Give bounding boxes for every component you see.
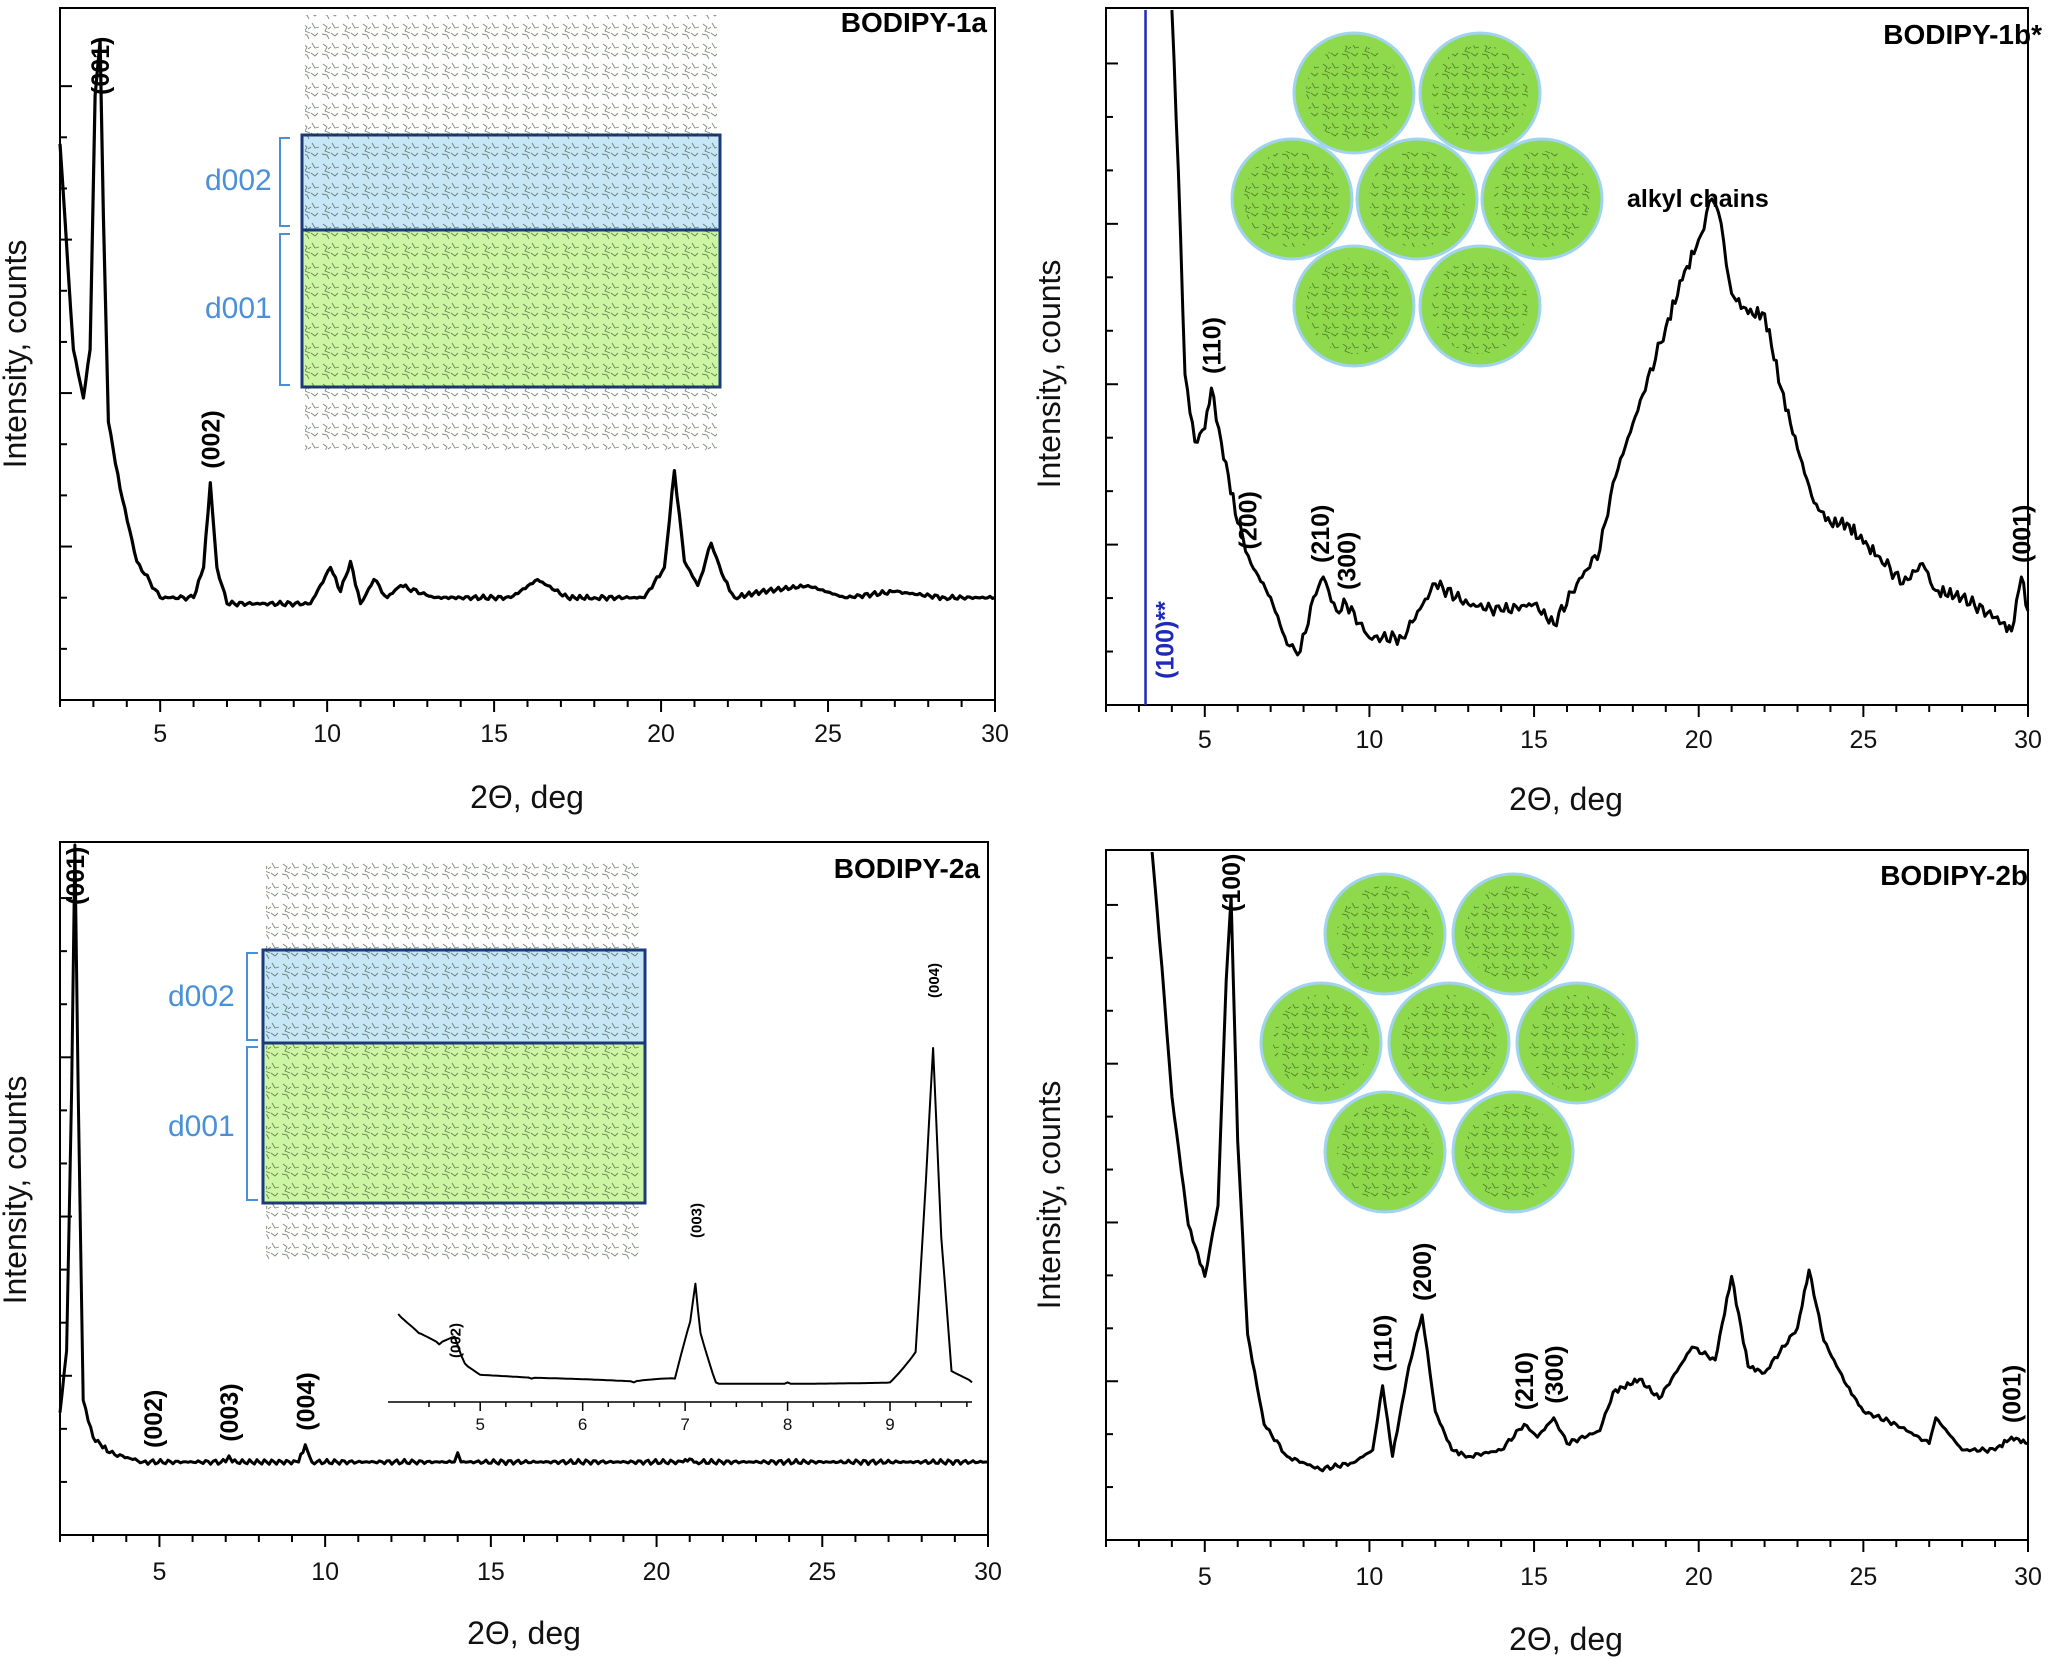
- x-tick-label: 25: [1849, 1563, 1877, 1591]
- panel-bodipy-1a: BODIPY-1a 5 10 15 20 25 30 2Θ, deg Intensity,…: [0, 7, 1009, 815]
- x-tick-label: 20: [1685, 726, 1713, 754]
- x-tick-label: 10: [313, 720, 341, 748]
- peak-label: (001): [2008, 505, 2036, 563]
- peak-label: (300): [1541, 1345, 1569, 1403]
- panel-bodipy-1b: BODIPY-1b* 5 10 15 20 25 30 2Θ, deg Intensity…: [1031, 7, 2042, 817]
- x-tick-label: 20: [647, 720, 675, 748]
- panel-title: BODIPY-2b: [1880, 860, 2028, 891]
- d002-label: d002: [168, 980, 235, 1013]
- peak-labels: (110) (200) (210)(300) (001): [1198, 317, 2036, 590]
- peak-labels: (001)(002) (003) (004): [62, 847, 320, 1448]
- peak-label: (002): [140, 1390, 168, 1448]
- molecule-drawing: [1244, 45, 1590, 354]
- peak-label: (003): [216, 1383, 244, 1441]
- inset-trace: [397, 1047, 973, 1385]
- peak-label: (110): [1198, 317, 1226, 374]
- y-axis-ticks: [1106, 903, 1118, 1489]
- x-tick-label: 20: [1685, 1563, 1713, 1591]
- inset-tick-label: 9: [885, 1415, 894, 1434]
- x-tick-label: 20: [643, 1558, 671, 1586]
- x-tick-label: 5: [152, 1558, 166, 1586]
- inset-tick-label: 6: [578, 1415, 587, 1434]
- d002-label: d002: [205, 164, 272, 197]
- x-tick-label: 5: [1198, 726, 1212, 754]
- inset-x-ticks: 5 6 7 8 9: [428, 1402, 968, 1434]
- x-tick-label: 25: [1849, 726, 1877, 754]
- x-tick-label: 30: [974, 1558, 1002, 1586]
- y-axis-label: Intensity, counts: [0, 240, 33, 469]
- x-tick-label: 5: [153, 720, 167, 748]
- diffraction-trace: [58, 39, 996, 608]
- peak-label: (002): [197, 410, 225, 468]
- peak-label: (110): [1370, 1315, 1398, 1372]
- y-axis-label: Intensity, counts: [1031, 260, 1067, 489]
- d001-label: d001: [168, 1110, 235, 1143]
- x-tick-label: 15: [1520, 726, 1548, 754]
- x-tick-label: 30: [2014, 726, 2042, 754]
- d002-bracket: [246, 952, 258, 1041]
- columnar-packing-1b: alkyl chains: [1230, 31, 1769, 368]
- diffraction-trace: [58, 843, 988, 1466]
- x-axis-ticks: 5 10 15 20 25 30: [59, 700, 1009, 748]
- panel-title: BODIPY-1b*: [1883, 19, 2042, 50]
- lamellar-schematic-2a: d002 d001: [168, 862, 647, 1262]
- y-axis-label: Intensity, counts: [0, 1076, 33, 1305]
- hundred-marker-label: (100)**: [1152, 601, 1180, 679]
- panel-title: BODIPY-1a: [841, 7, 988, 38]
- x-tick-label: 15: [477, 1558, 505, 1586]
- panel-bodipy-2b: BODIPY-2b 5 10 15 20 25 30 2Θ, deg Intensity,…: [1031, 849, 2042, 1657]
- y-axis-ticks: [1106, 62, 1118, 653]
- peak-labels: (100)(110)(200)(210) (300) (001): [1218, 854, 2026, 1423]
- d002-bracket: [279, 137, 290, 227]
- columnar-packing-2b: [1259, 872, 1639, 1214]
- alkyl-chains-label: alkyl chains: [1627, 185, 1769, 213]
- x-tick-label: 5: [1198, 1563, 1212, 1591]
- d001-bracket: [246, 1046, 258, 1201]
- peak-label: (300): [1333, 532, 1361, 590]
- x-tick-label: 30: [981, 720, 1009, 748]
- y-axis-label: Intensity, counts: [1031, 1081, 1067, 1310]
- panel-title: BODIPY-2a: [834, 853, 981, 884]
- peak-label: (200): [1235, 491, 1263, 549]
- x-axis-ticks: 5 10 15 20 25 30: [1105, 705, 2042, 754]
- peak-label: (200): [1409, 1243, 1437, 1301]
- x-axis-ticks: 5 10 15 20 25 30: [59, 1535, 1002, 1586]
- x-axis-label: 2Θ, deg: [467, 1615, 581, 1651]
- x-axis-ticks: 5 10 15 20 25 30: [1105, 1540, 2042, 1591]
- x-axis-label: 2Θ, deg: [1509, 781, 1623, 817]
- inset-tick-label: 5: [475, 1415, 484, 1434]
- molecule-drawing: [1273, 886, 1625, 1200]
- x-tick-label: 25: [808, 1558, 836, 1586]
- peak-label: (210): [1511, 1352, 1539, 1410]
- x-tick-label: 10: [311, 1558, 339, 1586]
- inset-tick-label: 8: [783, 1415, 792, 1434]
- molecule-drawing: [266, 862, 642, 1262]
- x-tick-label: 15: [480, 720, 508, 748]
- x-tick-label: 10: [1356, 1563, 1384, 1591]
- x-tick-label: 25: [814, 720, 842, 748]
- inset-tick-label: 7: [680, 1415, 689, 1434]
- d001-label: d001: [205, 292, 272, 325]
- diffraction-trace: [1170, 9, 2030, 657]
- peak-label: (004): [292, 1372, 320, 1430]
- x-axis-label: 2Θ, deg: [1509, 1621, 1623, 1657]
- panel-bodipy-2a: BODIPY-2a 5 10 15 20 25 30 2Θ, deg Intensity,…: [0, 841, 1002, 1651]
- peak-label: (210): [1307, 505, 1335, 563]
- lamellar-schematic-1a: d002 d001: [205, 15, 722, 450]
- molecule-drawing: [305, 15, 717, 450]
- x-tick-label: 30: [2014, 1563, 2042, 1591]
- x-axis-label: 2Θ, deg: [470, 779, 584, 815]
- peak-label: (001): [1999, 1365, 2027, 1423]
- inset-peak-label: (004): [926, 963, 943, 998]
- diffraction-trace: [1150, 851, 2029, 1473]
- x-tick-label: 15: [1520, 1563, 1548, 1591]
- d001-bracket: [279, 233, 290, 386]
- inset-peak-label: (003): [688, 1203, 705, 1238]
- x-tick-label: 10: [1356, 726, 1384, 754]
